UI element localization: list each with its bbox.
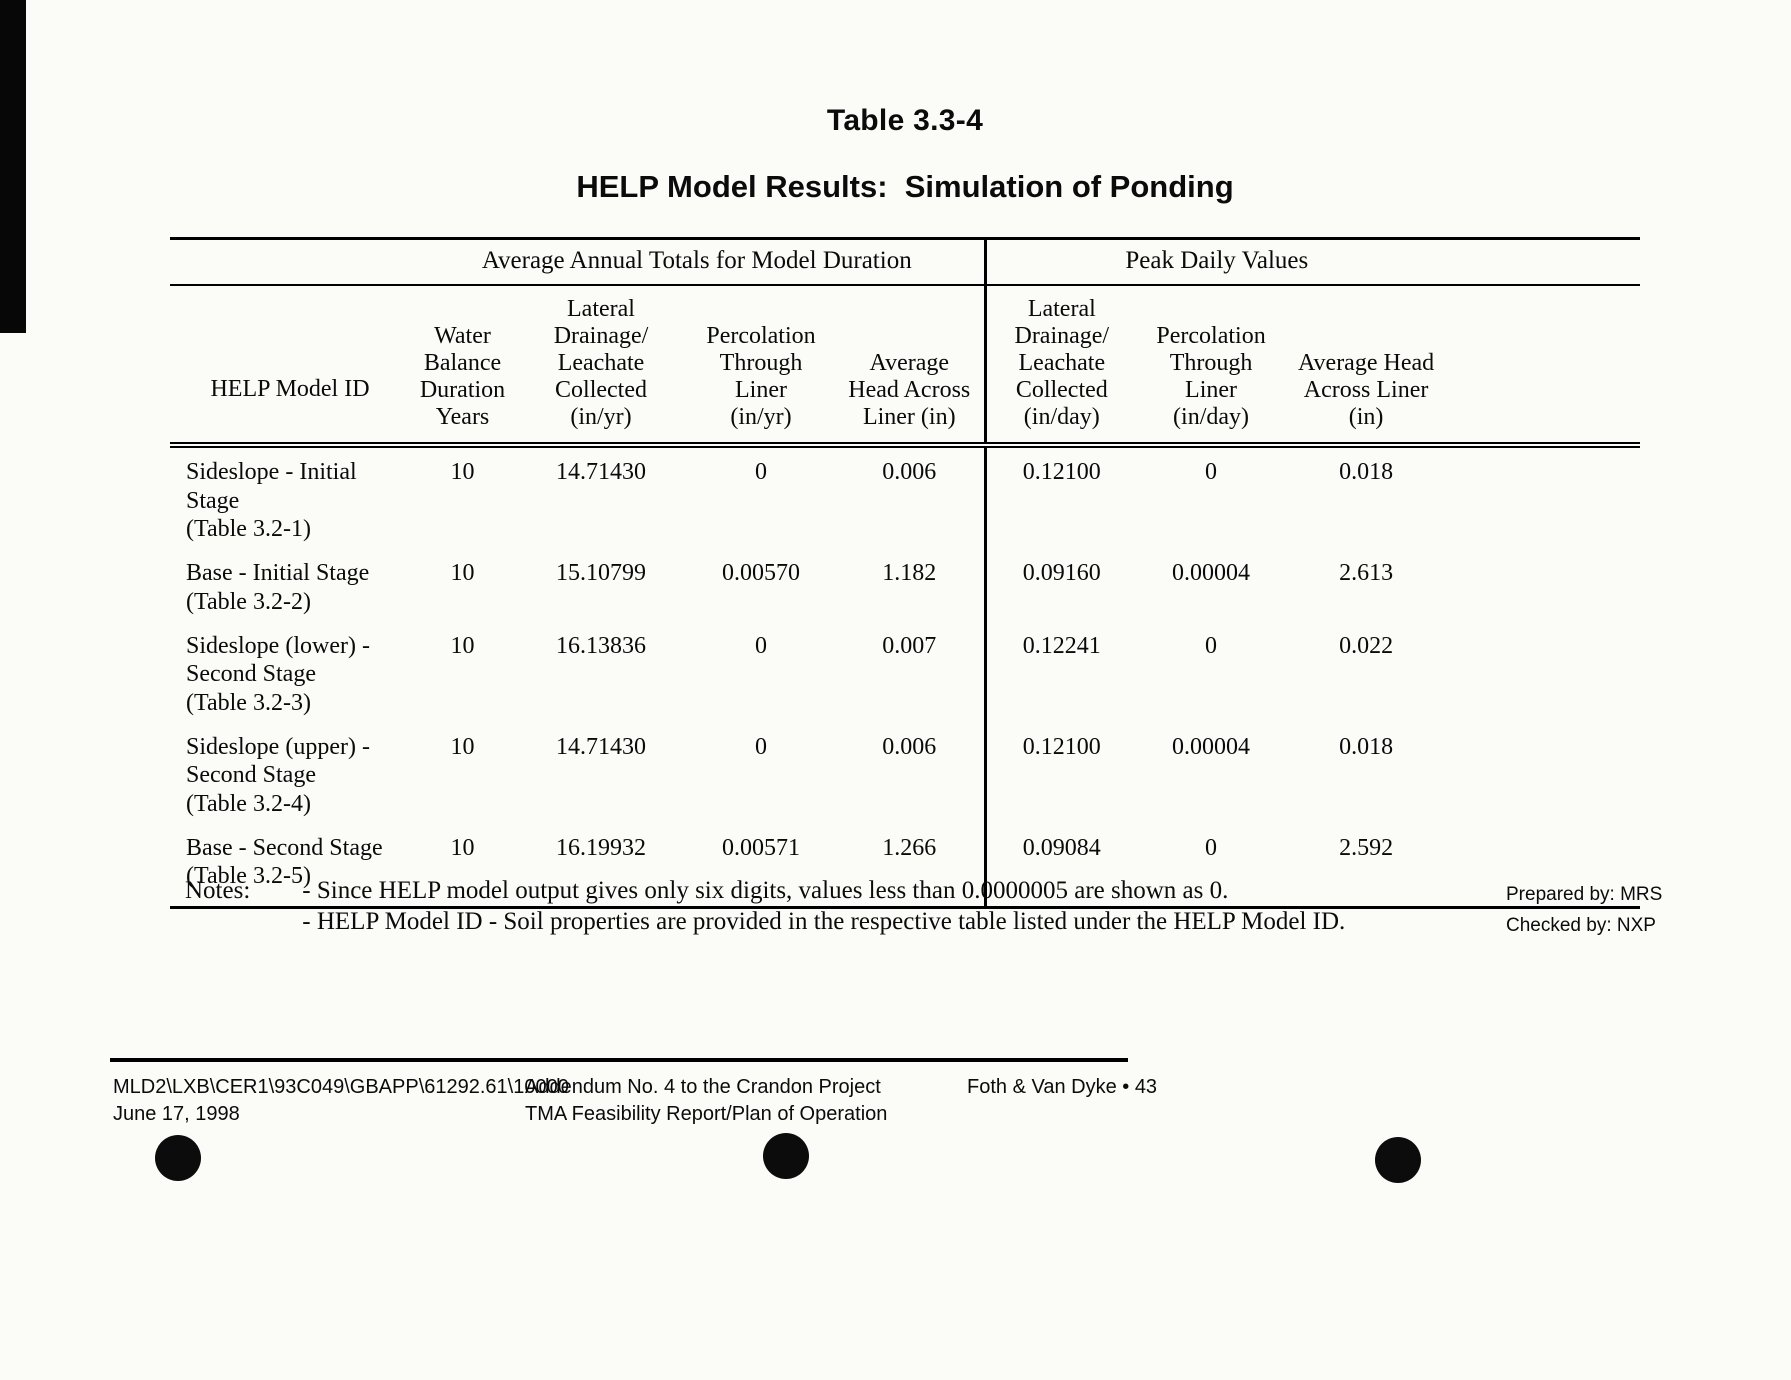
value-cell: 0.00570 — [722, 560, 800, 587]
spacer-cell — [1447, 445, 1640, 549]
value-cell: 0 — [755, 733, 767, 760]
value-cell: 10 — [410, 823, 515, 910]
column-header-lateral-annual: Lateral Drainage/ Leachate Collected (in… — [515, 285, 687, 449]
footer-page-number: Foth & Van Dyke • 43 — [967, 1076, 1158, 1098]
value-cell: 0.007 — [882, 632, 937, 659]
footer-doc-line2: TMA Feasibility Report/Plan of Operation — [525, 1102, 888, 1125]
value-cell: 0.00004 — [1172, 560, 1251, 587]
model-id-cell: Base - Second Stage (Table 3.2-5) — [170, 823, 410, 910]
checked-by: Checked by: NXP — [1506, 914, 1656, 936]
prepared-checked-block: Prepared by: MRS Checked by: NXP — [1506, 880, 1662, 942]
notes-section: Notes: - Since HELP model output gives o… — [185, 876, 1345, 937]
model-id-cell: Sideslope (upper) - Second Stage (Table … — [186, 733, 370, 817]
footer-left-block: MLD2\LXB\CER1\93C049\GBAPP\61292.61\1000… — [113, 1074, 569, 1127]
value-cell: 15.10799 — [556, 560, 646, 587]
notes-label: Notes: — [185, 877, 251, 904]
spacer-cell — [1447, 549, 1640, 622]
group-header-spacer — [1447, 237, 1641, 286]
model-id-cell: Sideslope (lower) - Second Stage (Table … — [186, 632, 370, 716]
model-id-cell: Sideslope - Initial Stage (Table 3.2-1) — [186, 459, 357, 542]
column-header-model-id: HELP Model ID — [170, 285, 410, 449]
value-cell: 1.266 — [835, 823, 986, 910]
value-cell: 14.71430 — [556, 733, 646, 760]
note-item: - Since HELP model output gives only six… — [302, 877, 1229, 904]
footer-center-block: Addendum No. 4 to the Crandon Project TM… — [525, 1074, 887, 1127]
group-header-blank — [170, 237, 410, 286]
value-cell: 0.018 — [1339, 733, 1394, 760]
spacer-cell — [1447, 823, 1641, 910]
page-title: HELP Model Results: Simulation of Pondin… — [576, 169, 1234, 204]
value-cell: 0.00004 — [1172, 733, 1251, 760]
punch-hole — [155, 1135, 201, 1181]
value-cell: 0 — [1205, 459, 1218, 486]
value-cell: 0.006 — [882, 733, 937, 760]
column-header-percolation-daily: Percolation Through Liner (in/day) — [1137, 285, 1286, 449]
table-number: Table 3.3-4 — [826, 104, 984, 137]
spacer-cell — [1447, 723, 1640, 824]
group-header-annual: Average Annual Totals for Model Duration — [410, 237, 986, 286]
value-cell: 10 — [450, 632, 475, 659]
column-header-spacer — [1447, 285, 1641, 449]
value-cell: 16.13836 — [556, 632, 646, 659]
spacer-cell — [1447, 622, 1640, 723]
value-cell: 0 — [1205, 632, 1218, 659]
table-row: Base - Second Stage (Table 3.2-5) 10 16.… — [170, 823, 1641, 910]
value-cell: 0 — [1137, 823, 1286, 910]
table-row: Sideslope (upper) - Second Stage (Table … — [170, 722, 1640, 824]
table-row: Sideslope - Initial Stage (Table 3.2-1) … — [170, 445, 1640, 550]
footer-divider — [110, 1058, 1128, 1062]
group-header-peak: Peak Daily Values — [983, 237, 1448, 286]
column-header-row: HELP Model ID Water Balance Duration Yea… — [170, 285, 1641, 449]
value-cell: 0.006 — [882, 459, 937, 486]
value-cell: 10 — [450, 560, 475, 587]
value-cell: 1.182 — [882, 560, 937, 587]
model-id-cell: Base - Initial Stage (Table 3.2-2) — [186, 560, 370, 615]
column-header-duration: Water Balance Duration Years — [410, 285, 515, 449]
help-results-table: Average Annual Totals for Model Duration… — [170, 237, 1641, 910]
value-cell: 0.022 — [1339, 632, 1394, 659]
punch-hole — [1375, 1137, 1421, 1183]
value-cell: 0 — [755, 459, 767, 486]
value-cell: 2.592 — [1285, 823, 1448, 910]
value-cell: 2.613 — [1339, 560, 1394, 587]
value-cell: 0.00571 — [687, 823, 835, 910]
prepared-by: Prepared by: MRS — [1506, 884, 1663, 905]
value-cell: 0.12241 — [983, 621, 1138, 723]
value-cell: 0.09160 — [983, 549, 1138, 622]
value-cell: 0.12100 — [983, 445, 1138, 550]
footer-date: June 17, 1998 — [113, 1102, 240, 1125]
table-row: Sideslope (lower) - Second Stage (Table … — [170, 621, 1640, 723]
column-header-lateral-daily: Lateral Drainage/ Leachate Collected (in… — [983, 285, 1138, 449]
value-cell: 14.71430 — [556, 459, 646, 486]
value-cell: 16.19932 — [515, 823, 687, 910]
scan-artifact — [0, 0, 26, 333]
value-cell: 0.09084 — [983, 823, 1138, 910]
value-cell: 0.12100 — [983, 722, 1138, 824]
value-cell: 0.018 — [1339, 459, 1394, 486]
column-header-head-daily: Average Head Across Liner (in) — [1285, 285, 1448, 449]
value-cell: 10 — [450, 733, 475, 760]
table-row: Base - Initial Stage (Table 3.2-2) 10 15… — [170, 549, 1640, 622]
group-header-row: Average Annual Totals for Model Duration… — [170, 237, 1641, 286]
value-cell: 10 — [450, 459, 475, 486]
value-cell: 0 — [755, 632, 767, 659]
column-header-head-annual: Average Head Across Liner (in) — [835, 285, 986, 449]
punch-hole — [763, 1133, 809, 1179]
footer-doc-line1: Addendum No. 4 to the Crandon Project — [525, 1076, 881, 1098]
column-header-percolation-annual: Percolation Through Liner (in/yr) — [687, 285, 835, 449]
note-item: - HELP Model ID - Soil properties are pr… — [302, 907, 1346, 935]
footer-file-path: MLD2\LXB\CER1\93C049\GBAPP\61292.61\1000… — [113, 1076, 569, 1098]
